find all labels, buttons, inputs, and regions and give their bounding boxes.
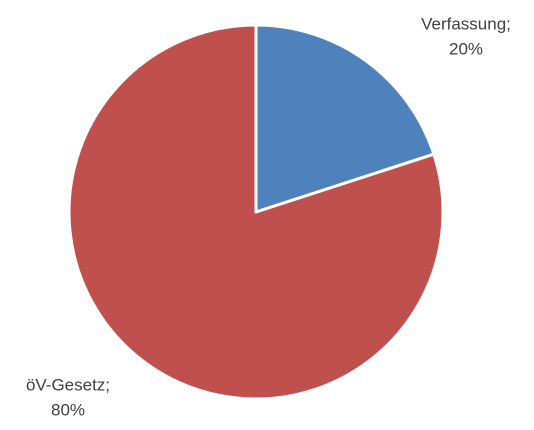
pie-slice [67,23,445,401]
pie-slice [254,23,436,214]
slice-label: öV-Gesetz; [26,375,110,394]
slice-value-label: 20% [449,39,483,58]
slice-label: Verfassung; [421,14,511,33]
slice-value-label: 80% [51,400,85,419]
